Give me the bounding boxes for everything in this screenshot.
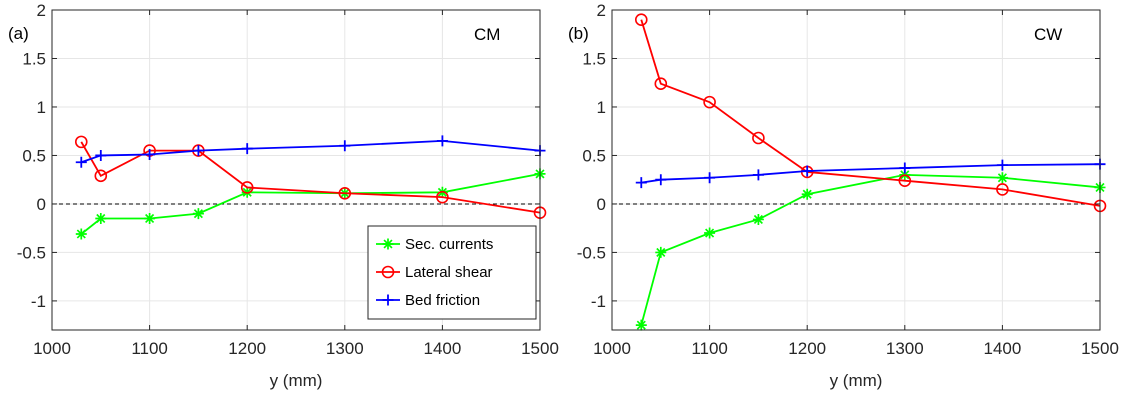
y-tick-label: 2 [37,1,46,20]
y-tick-label: -1 [31,292,46,311]
data-point [655,246,667,258]
data-point [704,227,716,239]
x-tick-label: 1100 [691,339,728,358]
data-point [241,143,253,155]
panel-label: CM [474,25,500,44]
x-tick-label: 1400 [423,339,461,358]
data-point [752,131,765,145]
y-tick-label: -0.5 [17,243,46,262]
panel-label: CW [1034,25,1062,44]
x-tick-label: 1000 [33,339,71,358]
data-point [339,140,351,152]
x-tick-label: 1000 [593,339,631,358]
axes-frame [611,9,1101,331]
data-point [655,174,667,186]
y-tick-label: -0.5 [577,243,606,262]
y-tick-label: 0 [37,195,46,214]
data-point [338,186,352,200]
legend-marker [381,265,395,279]
y-tick-label: 0.5 [22,146,46,165]
data-point [74,135,88,149]
data-point [703,95,716,109]
data-point [752,169,764,181]
data-point [635,177,647,189]
x-tick-label: 1300 [326,339,364,358]
data-point [704,172,716,184]
panel-a: 1000 1100 1200 1300 1400 1500 -1 -0.5 0 0.5 1 1.5 2 y… [8,1,559,390]
data-point [752,213,764,225]
y-tick-label: 1.5 [22,49,46,68]
data-point [899,162,911,174]
data-point [634,13,648,26]
axes-frame [51,9,541,331]
series-line [641,163,1101,184]
data-point [436,190,449,204]
data-point [436,135,448,147]
legend-marker [382,294,394,306]
legend-entry-label: Sec. currents [405,236,493,253]
legend-marker [382,238,394,250]
series-line [640,19,1101,207]
y-tick-label: 1 [597,98,606,117]
x-tick-label: 1500 [1081,339,1119,358]
data-point [144,212,156,224]
data-point [801,188,813,200]
data-point [654,77,668,90]
legend-entry-label: Bed friction [405,292,480,309]
panel-tag: (a) [8,24,29,43]
data-point [144,148,156,160]
data-point [240,181,254,194]
data-point [95,149,107,161]
x-tick-label: 1500 [521,339,559,358]
series-bed-friction [635,158,1106,189]
x-tick-label: 1300 [886,339,924,358]
y-tick-label: 0.5 [582,146,606,165]
series-line [80,140,541,164]
data-point [996,159,1008,171]
x-tick-label: 1200 [788,339,826,358]
y-tick-label: 1.5 [582,49,606,68]
data-point [996,183,1009,196]
panel-tag: (b) [568,24,589,43]
data-point [192,145,204,157]
x-axis-label: y (mm) [830,371,883,390]
legend: Sec. currents Lateral shear Bed friction [367,225,537,320]
x-axis-label: y (mm) [270,371,323,390]
data-point [635,319,647,331]
panel-b: 1000 1100 1200 1300 1400 1500 -1 -0.5 0 0.5 1 1.5 2 y… [568,1,1119,390]
y-tick-label: -1 [591,292,606,311]
data-point [898,174,912,187]
data-point [75,228,87,240]
x-tick-label: 1200 [228,339,266,358]
data-point [801,165,813,177]
y-tick-label: 1 [37,98,46,117]
legend-entry-label: Lateral shear [405,264,493,281]
data-point [996,172,1008,184]
data-point [94,169,108,183]
x-tick-label: 1400 [983,339,1021,358]
x-tick-label: 1100 [131,339,168,358]
data-point [75,156,87,168]
series-line [80,172,541,235]
y-tick-label: 2 [597,1,606,20]
data-point [95,212,107,224]
data-point [192,208,204,220]
series-line [80,141,541,214]
y-tick-label: 0 [597,195,606,214]
series-line [640,173,1101,326]
